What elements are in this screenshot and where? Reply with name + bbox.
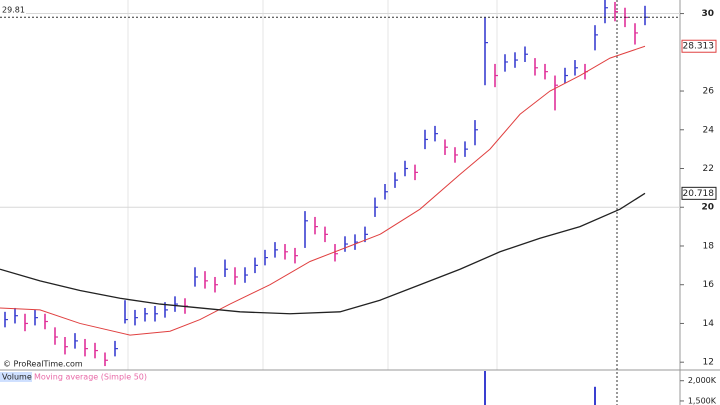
- y-tick-label: 20: [701, 203, 714, 213]
- y-tick-label: 16: [703, 280, 715, 290]
- volume-bar: [594, 386, 596, 405]
- moving-average: [0, 192, 646, 315]
- volume-bar: [484, 371, 486, 405]
- ma-last-value: 20.718: [683, 189, 715, 199]
- ma-last-value: 28.313: [683, 42, 715, 52]
- value-box: [681, 39, 717, 53]
- y-tick-label: 14: [703, 319, 715, 329]
- volume-tick-label: 1,500K: [688, 396, 717, 405]
- volume-ma-label: Moving average (Simple 50): [34, 373, 147, 382]
- y-tick-label: 18: [703, 241, 715, 251]
- last-price-box: [0, 5, 26, 16]
- volume-title: Volume: [2, 373, 32, 382]
- value-box: [681, 186, 717, 200]
- y-tick-label: 12: [703, 358, 714, 368]
- last-price-label: 29.81: [2, 6, 25, 15]
- y-tick-label: 30: [701, 9, 714, 19]
- y-tick-label: 26: [703, 87, 715, 97]
- volume-title-box: [0, 372, 32, 382]
- moving-average: [0, 45, 646, 336]
- volume-bars: [484, 371, 596, 405]
- y-tick-label: 22: [703, 164, 714, 174]
- credit: © ProRealTime.com: [3, 360, 83, 369]
- volume-tick-label: 2,000K: [688, 376, 717, 385]
- y-tick-label: 24: [703, 125, 715, 135]
